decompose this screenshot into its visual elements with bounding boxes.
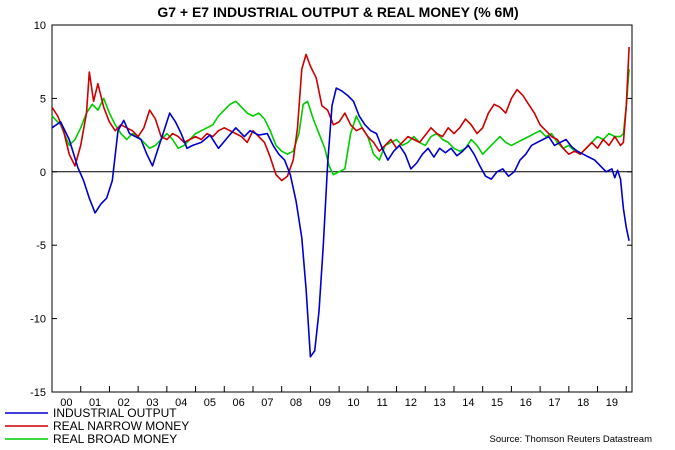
x-tick-label: 03 (146, 397, 158, 409)
y-axis: 10 5 0 -5 -10 -15 (30, 20, 632, 399)
y-tick-label: 10 (34, 20, 46, 32)
series-lines (51, 46, 630, 358)
y-tick-label: -5 (36, 240, 46, 252)
legend-label: REAL NARROW MONEY (53, 419, 189, 433)
x-tick-label: 09 (319, 397, 331, 409)
source-note: Source: Thomson Reuters Datastream (490, 434, 653, 445)
series-line-real-narrow-money (51, 46, 630, 182)
x-tick-label: 18 (577, 397, 589, 409)
x-tick-label: 14 (462, 397, 474, 409)
x-tick-label: 02 (118, 397, 130, 409)
legend-label: REAL BROAD MONEY (53, 432, 177, 446)
series-line-real-broad-money (51, 68, 630, 176)
x-tick-label: 04 (175, 397, 187, 409)
x-tick-label: 15 (491, 397, 503, 409)
x-tick-label: 08 (290, 397, 302, 409)
y-tick-label: -15 (30, 387, 46, 399)
legend-label: INDUSTRIAL OUTPUT (53, 406, 177, 420)
x-tick-label: 16 (520, 397, 532, 409)
x-tick-label: 00 (60, 397, 72, 409)
y-tick-label: 0 (40, 167, 46, 179)
plot-frame (51, 24, 633, 393)
y-tick-label: 5 (40, 93, 46, 105)
x-tick-label: 05 (204, 397, 216, 409)
x-tick-label: 12 (405, 397, 417, 409)
x-tick-label: 19 (606, 397, 618, 409)
chart-title: G7 + E7 INDUSTRIAL OUTPUT & REAL MONEY (… (157, 4, 518, 20)
x-axis: 00 01 02 03 04 05 06 07 08 09 10 11 12 13 14 15 16 17 18 19 (51, 386, 627, 409)
x-tick-label: 01 (89, 397, 101, 409)
x-tick-label: 11 (376, 397, 387, 409)
series-line-industrial-output (51, 87, 630, 358)
x-tick-label: 06 (233, 397, 245, 409)
x-tick-label: 17 (548, 397, 560, 409)
y-tick-label: -10 (30, 314, 46, 326)
x-tick-label: 13 (433, 397, 445, 409)
plot-area (51, 24, 633, 393)
x-tick-label: 10 (347, 397, 359, 409)
x-tick-label: 07 (261, 397, 273, 409)
